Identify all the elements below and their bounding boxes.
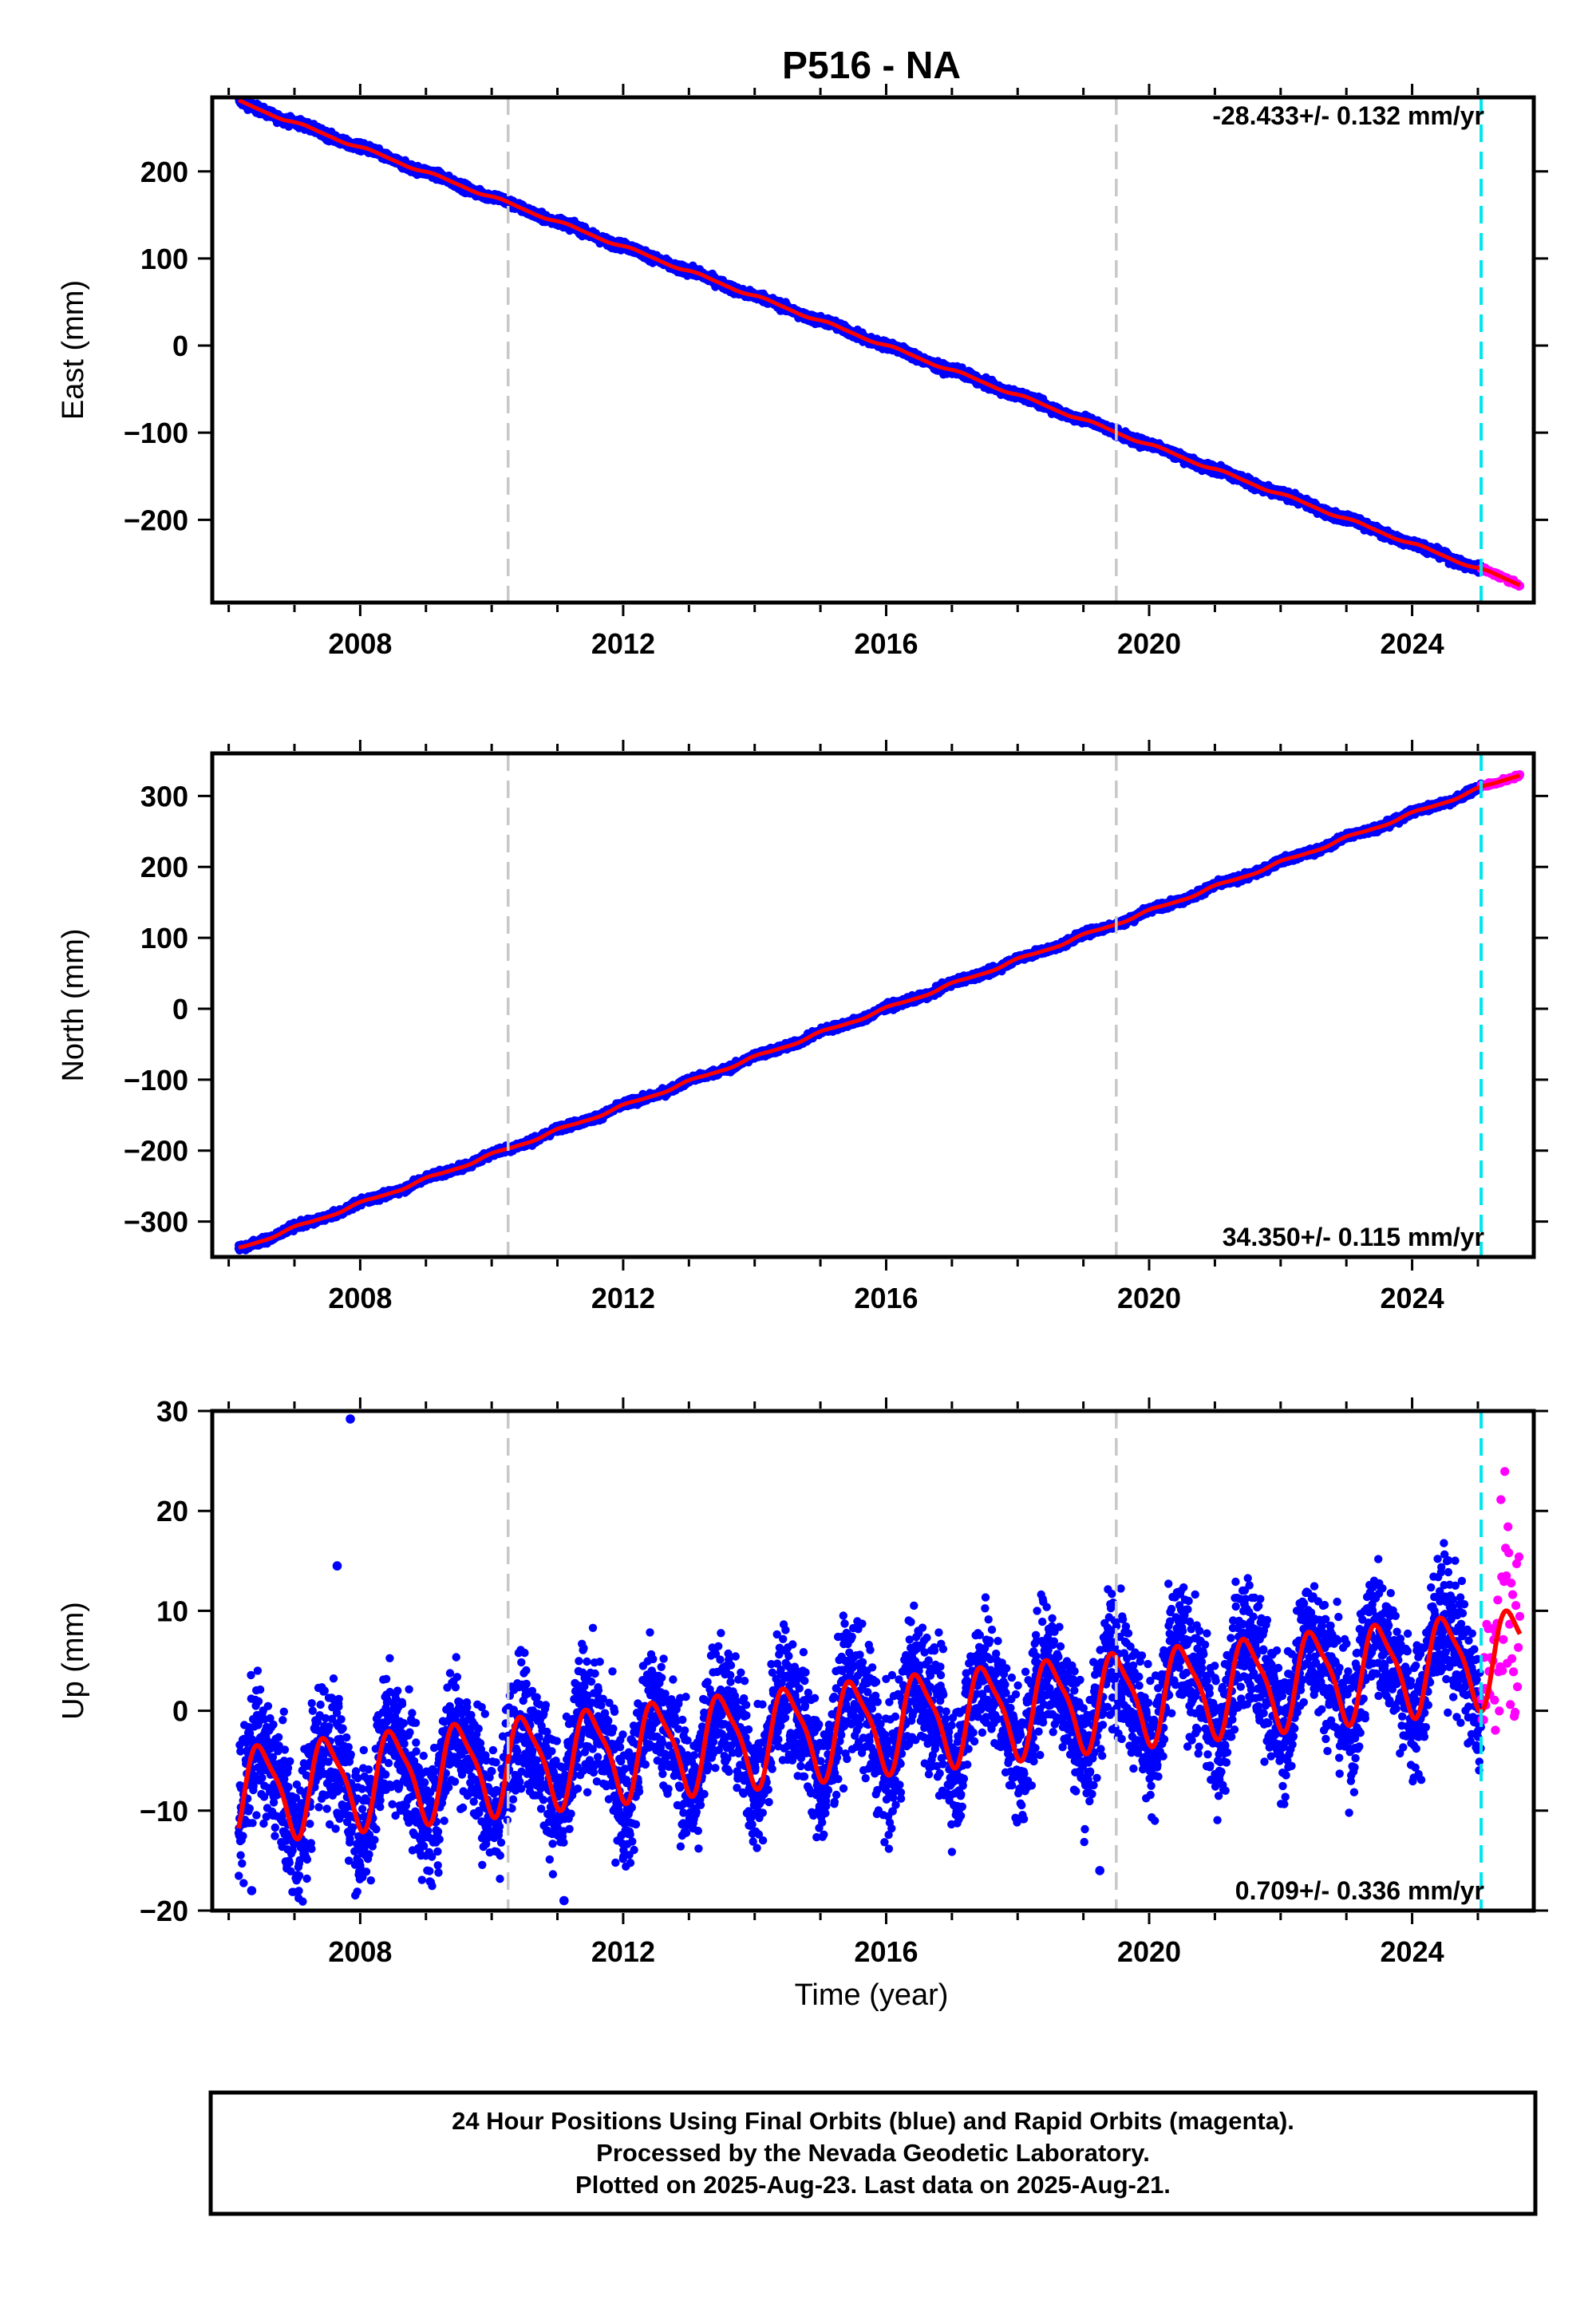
plot-area [234,97,1525,591]
panel-east: 2008 2012 2016 2020 20242001000−100−200East … [57,84,1548,660]
chart-title: P516 - NA [782,45,961,87]
